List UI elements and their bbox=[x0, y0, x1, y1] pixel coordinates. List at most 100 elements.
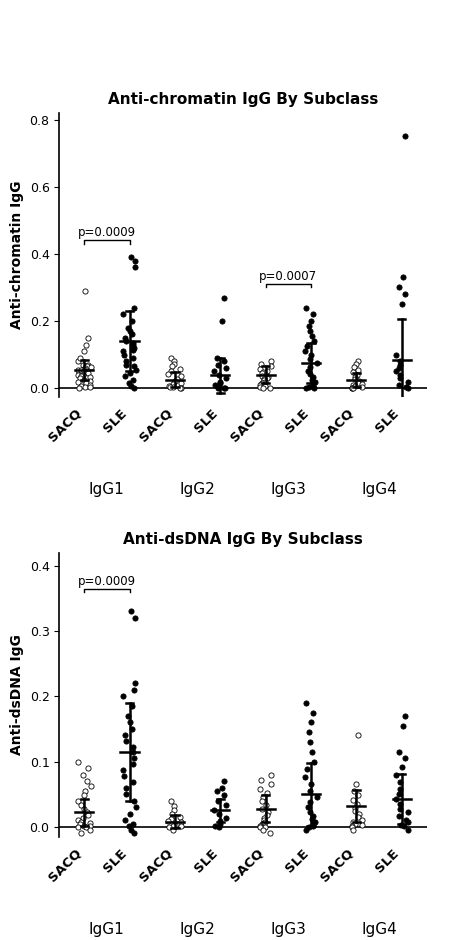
Point bbox=[302, 696, 310, 711]
Point bbox=[259, 790, 266, 805]
Point bbox=[132, 362, 139, 377]
Point bbox=[220, 290, 228, 306]
Point bbox=[119, 344, 127, 359]
Point bbox=[267, 359, 274, 374]
Point bbox=[348, 381, 356, 396]
Point bbox=[310, 306, 317, 321]
Point bbox=[256, 819, 264, 834]
Title: Anti-chromatin IgG By Subclass: Anti-chromatin IgG By Subclass bbox=[108, 92, 378, 107]
Point bbox=[216, 374, 223, 389]
Point bbox=[214, 357, 221, 372]
Point bbox=[87, 377, 94, 392]
Point bbox=[74, 812, 82, 827]
Point bbox=[83, 774, 91, 789]
Point bbox=[119, 762, 127, 777]
Point bbox=[222, 810, 230, 825]
Point bbox=[397, 370, 404, 385]
Point bbox=[309, 818, 317, 833]
Point bbox=[258, 801, 265, 816]
Point bbox=[78, 369, 85, 384]
Point bbox=[130, 751, 138, 766]
Point bbox=[263, 785, 270, 800]
Point bbox=[256, 377, 264, 392]
Point bbox=[77, 378, 84, 393]
Point bbox=[210, 803, 218, 818]
Point bbox=[356, 373, 363, 388]
Point bbox=[129, 739, 137, 754]
Point bbox=[131, 676, 139, 691]
Point bbox=[130, 300, 137, 315]
Point bbox=[398, 297, 405, 312]
Point bbox=[128, 327, 136, 342]
Point bbox=[84, 807, 92, 822]
Point bbox=[355, 788, 362, 803]
Point bbox=[124, 321, 132, 336]
Point bbox=[396, 357, 404, 372]
Point bbox=[350, 360, 357, 375]
Point bbox=[353, 356, 360, 371]
Point bbox=[261, 815, 269, 830]
Point bbox=[129, 744, 137, 760]
Point bbox=[176, 381, 184, 396]
Point bbox=[80, 372, 87, 387]
Point bbox=[354, 728, 362, 743]
Point bbox=[349, 792, 357, 807]
Point bbox=[127, 604, 135, 619]
Text: IgG2: IgG2 bbox=[180, 482, 216, 497]
Point bbox=[303, 338, 310, 353]
Point bbox=[259, 365, 266, 380]
Point bbox=[76, 351, 84, 366]
Point bbox=[129, 817, 137, 832]
Point bbox=[395, 808, 402, 823]
Point bbox=[177, 375, 185, 390]
Point bbox=[173, 816, 181, 831]
Point bbox=[129, 372, 137, 387]
Point bbox=[306, 323, 314, 338]
Point bbox=[131, 793, 138, 808]
Point bbox=[309, 744, 316, 760]
Point bbox=[268, 353, 275, 368]
Point bbox=[132, 800, 139, 815]
Point bbox=[401, 709, 409, 724]
Point bbox=[213, 351, 220, 366]
Point bbox=[402, 379, 410, 394]
Point bbox=[83, 365, 91, 380]
Point bbox=[128, 314, 136, 329]
Point bbox=[216, 379, 223, 394]
Point bbox=[122, 353, 130, 368]
Point bbox=[396, 361, 403, 376]
Point bbox=[87, 360, 94, 375]
Point bbox=[164, 813, 172, 828]
Point bbox=[77, 826, 84, 841]
Point bbox=[123, 733, 130, 748]
Point bbox=[261, 374, 269, 389]
Point bbox=[356, 807, 363, 822]
Point bbox=[74, 754, 82, 769]
Text: IgG1: IgG1 bbox=[89, 482, 125, 497]
Point bbox=[127, 250, 135, 265]
Point bbox=[220, 788, 228, 803]
Point bbox=[210, 364, 218, 379]
Point bbox=[402, 812, 410, 827]
Point bbox=[220, 774, 228, 789]
Point bbox=[264, 805, 272, 820]
Point bbox=[401, 819, 408, 834]
Point bbox=[129, 775, 137, 790]
Point bbox=[305, 319, 313, 334]
Point bbox=[165, 820, 173, 835]
Point bbox=[404, 822, 412, 838]
Point bbox=[310, 754, 318, 769]
Point bbox=[399, 718, 406, 733]
Point bbox=[167, 811, 174, 826]
Point bbox=[396, 796, 404, 811]
Point bbox=[401, 287, 409, 302]
Point bbox=[266, 826, 274, 841]
Point bbox=[308, 372, 316, 387]
Point bbox=[398, 760, 405, 775]
Point bbox=[220, 353, 228, 368]
Point bbox=[168, 359, 175, 374]
Point bbox=[222, 798, 230, 813]
Point bbox=[306, 352, 314, 367]
Point bbox=[308, 314, 315, 329]
Point bbox=[84, 366, 92, 381]
